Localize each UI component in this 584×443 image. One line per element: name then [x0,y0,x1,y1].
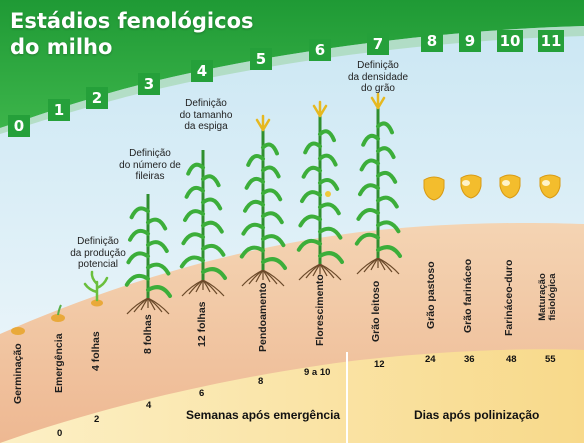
week-9-10: 9 a 10 [304,367,331,378]
stage-name-4: 12 folhas [196,301,208,347]
corn-plant-7 [354,92,402,275]
stage-number-0: 0 [8,115,30,137]
week-6: 6 [199,388,205,399]
stage-name-0: Germinação [12,343,24,404]
day-24: 24 [425,354,436,365]
stage-name-7: Grão leitoso [370,280,382,342]
stage-number-11: 11 [538,30,564,52]
week-8: 8 [258,376,264,387]
stage-number-10: 10 [497,30,523,52]
stage-name-11: Maturação fisiológica [537,273,558,321]
corn-plant-6 [296,100,344,281]
day-55: 55 [545,354,556,365]
week-12: 12 [374,359,385,370]
corn-plant-5 [239,114,287,287]
corn-plant-3 [124,194,172,315]
days-axis-label: Dias após polinização [414,408,540,422]
stage-name-10: Farináceo-duro [503,259,515,336]
week-0: 0 [57,428,63,439]
corn-plant-4 [179,150,227,297]
stage-name-8: Grão pastoso [425,261,437,329]
note-ear-size: Definição do tamanho da espiga [179,98,233,132]
stage-number-7: 7 [367,33,389,55]
day-36: 36 [464,354,475,365]
note-production: Definição da produção potencial [70,236,126,270]
stage-name-3: 8 folhas [142,314,154,354]
stage-number-8: 8 [421,30,443,52]
stage-name-6: Florescimento [314,274,326,346]
stage-name-5: Pendoamento [257,282,269,352]
week-2: 2 [94,414,100,425]
stage-name-1: Emergência [53,333,65,393]
day-48: 48 [506,354,517,365]
stage-name-9: Grão farináceo [462,258,474,333]
diagram-title: Estádios fenológicos do milho [10,8,254,60]
stage-number-2: 2 [86,87,108,109]
note-grain-density: Definição da densidade do grão [347,60,409,94]
stage-number-1: 1 [48,99,70,121]
stage-number-6: 6 [309,39,331,61]
stage-number-4: 4 [191,60,213,82]
weeks-axis-label: Semanas após emergência [186,408,341,422]
stage-number-3: 3 [138,73,160,95]
stage-number-9: 9 [459,30,481,52]
kernel-icons [423,174,561,201]
week-4: 4 [146,400,152,411]
title-line-2: do milho [10,35,113,59]
stage-name-2: 4 folhas [90,331,102,371]
stage-number-5: 5 [250,48,272,70]
title-line-1: Estádios fenológicos [10,9,254,33]
note-rows: Definição do número de fileiras [119,148,181,182]
